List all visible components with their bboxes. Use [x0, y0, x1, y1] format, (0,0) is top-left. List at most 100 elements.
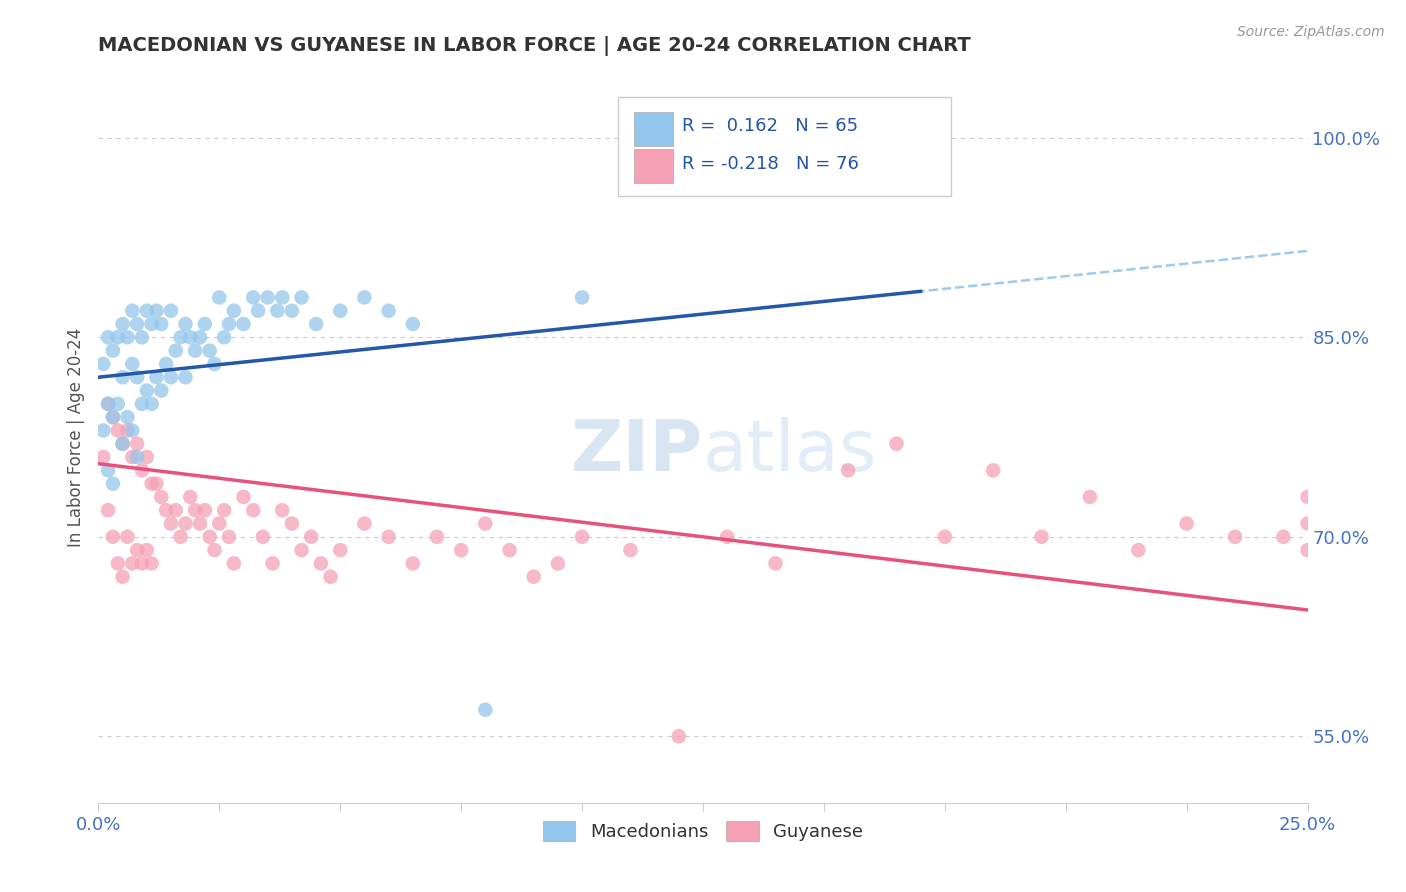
Point	[91, 424, 114, 438]
Point	[208, 516, 231, 531]
Point	[198, 343, 221, 358]
FancyBboxPatch shape	[619, 97, 950, 195]
Point	[127, 317, 149, 331]
Point	[141, 397, 163, 411]
Point	[111, 570, 134, 584]
Point	[305, 317, 328, 331]
Point	[131, 397, 153, 411]
Point	[266, 303, 288, 318]
Point	[450, 543, 472, 558]
Point	[1031, 530, 1053, 544]
Point	[886, 436, 908, 450]
Point	[377, 303, 399, 318]
Point	[271, 503, 294, 517]
Point	[101, 343, 124, 358]
Point	[571, 530, 593, 544]
Point	[290, 543, 312, 558]
FancyBboxPatch shape	[634, 112, 672, 146]
Point	[131, 330, 153, 344]
Point	[174, 516, 197, 531]
Point	[127, 436, 149, 450]
Point	[101, 530, 124, 544]
Point	[353, 290, 375, 304]
Point	[1223, 530, 1246, 544]
Point	[309, 557, 332, 571]
Point	[91, 450, 114, 464]
Point	[198, 530, 221, 544]
Point	[1128, 543, 1150, 558]
Point	[426, 530, 449, 544]
Point	[135, 303, 157, 318]
Point	[174, 370, 197, 384]
Point	[402, 317, 425, 331]
Point	[402, 557, 425, 571]
Point	[329, 543, 352, 558]
Point	[1296, 516, 1319, 531]
Point	[169, 330, 191, 344]
Point	[290, 290, 312, 304]
Point	[121, 303, 143, 318]
Point	[1296, 543, 1319, 558]
Point	[127, 450, 149, 464]
Point	[117, 424, 139, 438]
Point	[150, 317, 173, 331]
Point	[271, 290, 294, 304]
Text: R = -0.218   N = 76: R = -0.218 N = 76	[682, 155, 859, 173]
Text: Source: ZipAtlas.com: Source: ZipAtlas.com	[1237, 25, 1385, 39]
Point	[135, 384, 157, 398]
Point	[232, 490, 254, 504]
Point	[131, 463, 153, 477]
Point	[252, 530, 274, 544]
Point	[184, 343, 207, 358]
Point	[107, 397, 129, 411]
Point	[716, 530, 738, 544]
Point	[101, 410, 124, 425]
Point	[127, 543, 149, 558]
Point	[194, 503, 217, 517]
Point	[299, 530, 322, 544]
Point	[247, 303, 270, 318]
Point	[232, 317, 254, 331]
Point	[165, 343, 187, 358]
Point	[101, 476, 124, 491]
Point	[377, 530, 399, 544]
Point	[1296, 490, 1319, 504]
Point	[97, 503, 120, 517]
Point	[117, 410, 139, 425]
Point	[135, 450, 157, 464]
Point	[1175, 516, 1198, 531]
Point	[1078, 490, 1101, 504]
Point	[765, 170, 787, 185]
Point	[256, 290, 278, 304]
Point	[1272, 530, 1295, 544]
Point	[547, 557, 569, 571]
Point	[107, 424, 129, 438]
Point	[117, 330, 139, 344]
Point	[145, 303, 167, 318]
Point	[97, 397, 120, 411]
Point	[212, 330, 235, 344]
Point	[160, 516, 183, 531]
Point	[101, 410, 124, 425]
Point	[184, 503, 207, 517]
Point	[329, 303, 352, 318]
Point	[107, 557, 129, 571]
Point	[127, 370, 149, 384]
Point	[188, 516, 211, 531]
Point	[155, 503, 177, 517]
Point	[886, 170, 908, 185]
Point	[194, 317, 217, 331]
Point	[668, 729, 690, 743]
Text: atlas: atlas	[703, 417, 877, 486]
Point	[619, 543, 641, 558]
Point	[135, 543, 157, 558]
Point	[353, 516, 375, 531]
Point	[121, 450, 143, 464]
Point	[474, 516, 496, 531]
Text: R =  0.162   N = 65: R = 0.162 N = 65	[682, 117, 859, 136]
Point	[837, 463, 859, 477]
Point	[218, 317, 240, 331]
Text: MACEDONIAN VS GUYANESE IN LABOR FORCE | AGE 20-24 CORRELATION CHART: MACEDONIAN VS GUYANESE IN LABOR FORCE | …	[98, 36, 972, 55]
Point	[204, 543, 226, 558]
Point	[107, 330, 129, 344]
